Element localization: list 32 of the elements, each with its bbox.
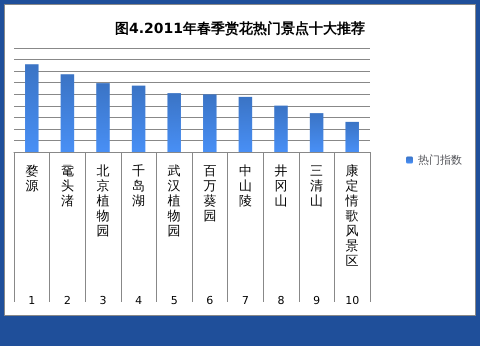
x-tick-label: 三清山 <box>310 164 324 209</box>
legend-label: 热门指数 <box>418 154 462 166</box>
x-tick-label: 鼋头渚 <box>60 164 74 209</box>
bar <box>274 106 288 152</box>
text: 6 <box>206 294 214 307</box>
text: 9 <box>313 294 320 307</box>
x-tick-label: 千岛湖 <box>132 164 146 209</box>
bar <box>25 64 39 152</box>
text: 2 <box>64 294 71 307</box>
bar <box>203 94 217 152</box>
bar <box>167 93 181 152</box>
x-tick-label: 康定情歌风景区 <box>344 164 359 269</box>
bar <box>310 113 324 152</box>
bar <box>60 74 74 152</box>
chart-title: 图4.2011年春季赏花热门景点十大推荐 <box>114 20 366 37</box>
x-tick-label: 百万葵园 <box>203 164 216 224</box>
x-tick-label: 北京植物园 <box>96 164 110 239</box>
text: 4 <box>135 294 142 307</box>
text: 10 <box>345 294 360 307</box>
text: 5 <box>170 294 178 307</box>
text: 3 <box>100 294 106 307</box>
bar <box>345 122 359 152</box>
x-tick-label: 井冈山 <box>274 164 288 209</box>
bar <box>132 86 146 152</box>
text: 7 <box>242 294 249 307</box>
x-tick-label: 婺源 <box>25 164 38 194</box>
bar <box>96 83 110 152</box>
text: 1 <box>28 294 36 307</box>
bar <box>238 96 252 152</box>
text: 8 <box>278 294 284 307</box>
x-tick-label: 中山陵 <box>238 164 252 209</box>
x-tick-label: 武汉植物园 <box>168 164 181 239</box>
